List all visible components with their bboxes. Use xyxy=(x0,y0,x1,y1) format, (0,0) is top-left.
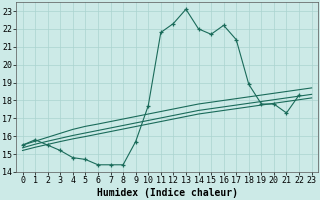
X-axis label: Humidex (Indice chaleur): Humidex (Indice chaleur) xyxy=(97,188,237,198)
